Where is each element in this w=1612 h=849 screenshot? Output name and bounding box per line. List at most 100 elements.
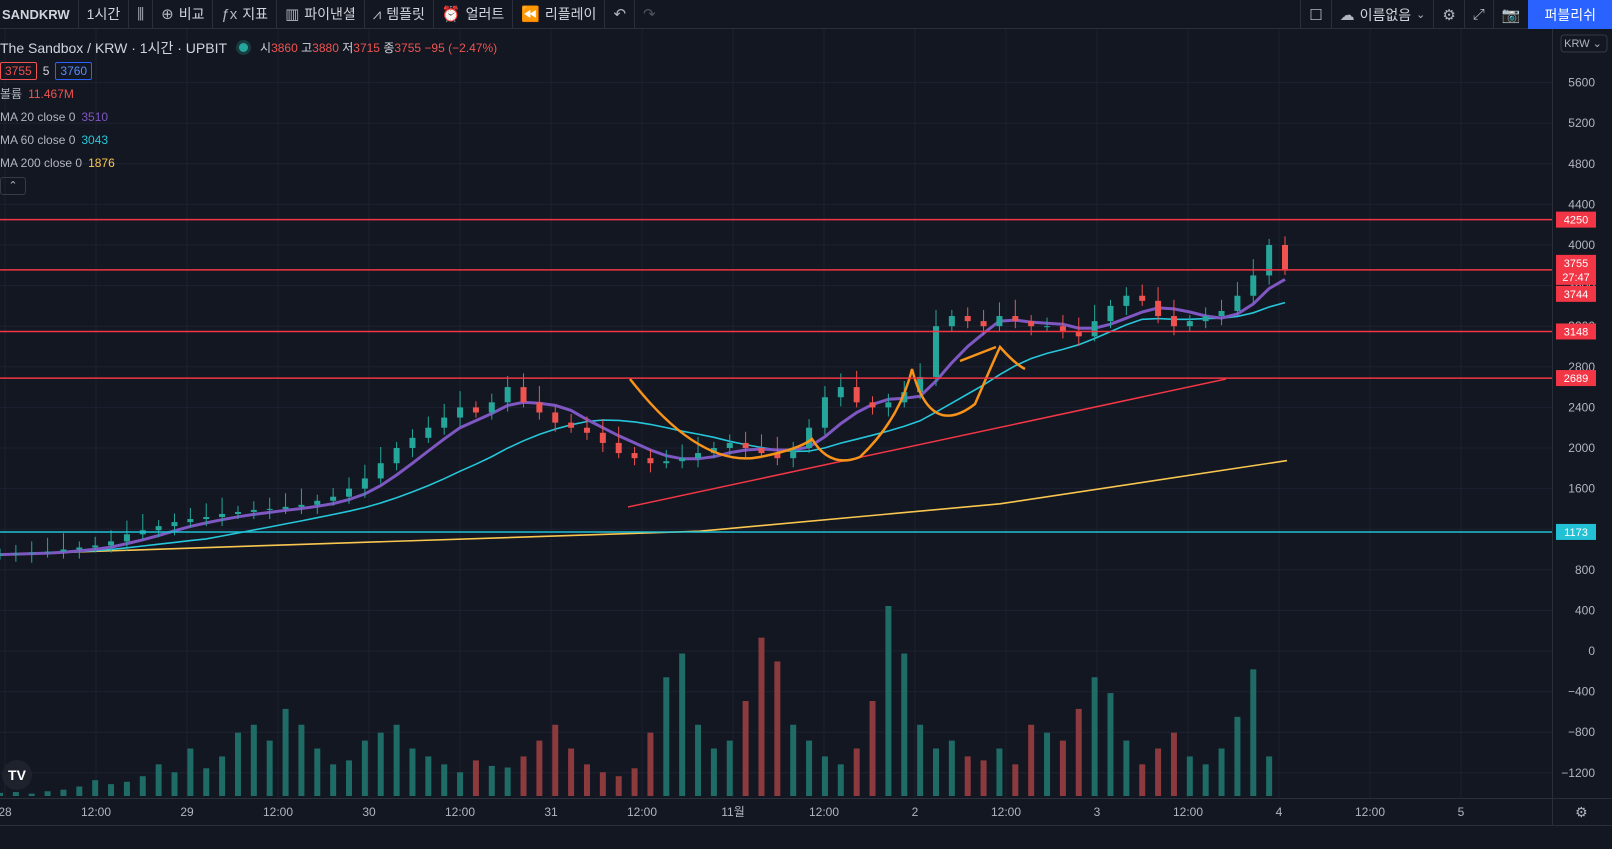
fullscreen-icon: ⤢ (1472, 6, 1485, 23)
volume-bar (346, 760, 353, 796)
redo-button[interactable]: ↷ (635, 0, 664, 29)
price-label-text: 4250 (1564, 215, 1588, 227)
financials-button[interactable]: ▥ 파이낸셜 (277, 0, 365, 29)
volume-bar (901, 653, 908, 796)
volume-value: 11.467M (28, 86, 74, 101)
candle-body (504, 387, 511, 403)
chart-type-button[interactable]: ⫼ (129, 0, 154, 29)
candle-body (1202, 316, 1209, 322)
volume-bar (1123, 740, 1130, 796)
price-label-tag (1556, 323, 1596, 340)
candle-body (1044, 326, 1051, 328)
volume-bar (155, 764, 162, 796)
collapse-legend-button[interactable]: ⌃ (0, 176, 26, 195)
candle-body (1266, 245, 1273, 276)
volume-bar (536, 740, 543, 796)
time-axis[interactable]: 28 12:00 29 12:00 30 12:00 31 12:00 11월 12:00 2 12:… (0, 798, 1552, 825)
volume-bar (853, 748, 860, 796)
symbol-search[interactable]: SANDKRW (0, 0, 79, 29)
time-tick-label: 11월 (721, 805, 745, 819)
candle-body (1059, 326, 1066, 332)
candle-body (393, 448, 400, 464)
open-label: 시 (260, 41, 272, 55)
volume-bar (250, 724, 257, 796)
alert-button[interactable]: ⏰ 얼러트 (434, 0, 514, 29)
candle-body (837, 387, 844, 398)
candle-body (726, 442, 733, 448)
sell-button[interactable]: 3755 (0, 61, 37, 80)
ma200-legend[interactable]: MA 200 close 0 1876 (0, 151, 497, 174)
tv-logo-icon: TV (8, 767, 26, 783)
candle-body (964, 316, 971, 322)
time-tick-label: 31 (544, 805, 558, 819)
time-tick-label: 28 (0, 805, 12, 819)
price-label-tag (1556, 523, 1596, 540)
price-chart[interactable] (0, 29, 1552, 798)
candle-body (457, 407, 464, 418)
volume-bar (1028, 724, 1035, 796)
volume-bar (28, 793, 35, 796)
candle-body (932, 326, 939, 377)
layout-name-button[interactable]: ☁ 이름없음 ⌄ (1330, 0, 1434, 29)
candle-body (472, 407, 479, 413)
time-tick-label: 12:00 (1173, 805, 1203, 819)
price-axis[interactable]: 5600520048004400400036003200280024002000… (1552, 29, 1612, 798)
settings-button[interactable]: ⚙ (1433, 0, 1463, 29)
volume-bar (679, 653, 686, 796)
candle-body (885, 402, 892, 408)
layout-toggle-button[interactable]: ☐ (1300, 0, 1330, 29)
ma20-legend[interactable]: MA 20 close 0 3510 (0, 105, 497, 128)
price-tick-label: −1200 (1561, 766, 1595, 780)
buy-button[interactable]: 3760 (55, 61, 93, 80)
candle-body (536, 402, 543, 413)
volume-legend[interactable]: 볼륨 11.467M (0, 82, 497, 105)
price-tick-label: −400 (1568, 685, 1595, 699)
ma20-label: MA 20 close 0 (0, 109, 76, 124)
ma60-legend[interactable]: MA 60 close 0 3043 (0, 128, 497, 151)
chart-pane[interactable] (0, 29, 1552, 798)
undo-button[interactable]: ↶ (605, 0, 636, 29)
candle-body (758, 448, 765, 454)
toolbar-right: ☐ ☁ 이름없음 ⌄ ⚙ ⤢ 📷 퍼블리쉬 (1300, 0, 1612, 29)
axis-settings-corner[interactable]: ⚙ (1552, 798, 1612, 825)
price-tick-label: 4400 (1568, 197, 1595, 211)
legend-title-row: The Sandbox / KRW · 1시간 · UPBIT 시3860 고3… (0, 36, 497, 59)
candle-body (568, 422, 575, 428)
price-label-text: 3148 (1564, 326, 1588, 338)
tradingview-logo[interactable]: TV (2, 760, 32, 790)
volume-bar (742, 701, 749, 796)
pattern-drawing (629, 344, 1026, 462)
replay-button[interactable]: ⏪ 리플레이 (513, 0, 606, 29)
candle-body (663, 461, 670, 464)
volume-bar (980, 760, 987, 796)
templates-button[interactable]: ⩘ 템플릿 (365, 0, 434, 29)
volume-bar (1202, 764, 1209, 796)
snapshot-button[interactable]: 📷 (1492, 0, 1529, 29)
price-tick-label: 2000 (1568, 441, 1595, 455)
price-label-tag (1556, 254, 1596, 271)
time-tick-label: 12:00 (1355, 805, 1385, 819)
indicators-button[interactable]: ƒx 지표 (213, 0, 278, 29)
compare-button[interactable]: ⊕ 비교 (153, 0, 214, 29)
candle-body (1218, 310, 1225, 317)
buy-sell-row: 3755 5 3760 (0, 59, 497, 82)
templates-label: 템플릿 (386, 6, 425, 22)
candle-body (1234, 295, 1241, 311)
close-label: 종 (383, 41, 395, 55)
candle-body (1091, 321, 1098, 337)
price-label-tag (1556, 211, 1596, 228)
candle-body (1107, 305, 1114, 322)
volume-bar (964, 756, 971, 796)
candle-body (1028, 321, 1035, 327)
publish-button[interactable]: 퍼블리쉬 (1528, 0, 1612, 29)
candle-body (790, 448, 797, 459)
low-label: 저 (342, 41, 354, 55)
interval-button[interactable]: 1시간 (79, 0, 130, 29)
function-icon: ƒx (221, 5, 238, 23)
pattern-drawing-stroke (959, 345, 997, 363)
price-tick-label: 400 (1575, 603, 1595, 617)
volume-bar (234, 732, 241, 796)
fullscreen-button[interactable]: ⤢ (1463, 0, 1493, 29)
candle-body (441, 417, 448, 428)
candle-body (520, 387, 527, 403)
